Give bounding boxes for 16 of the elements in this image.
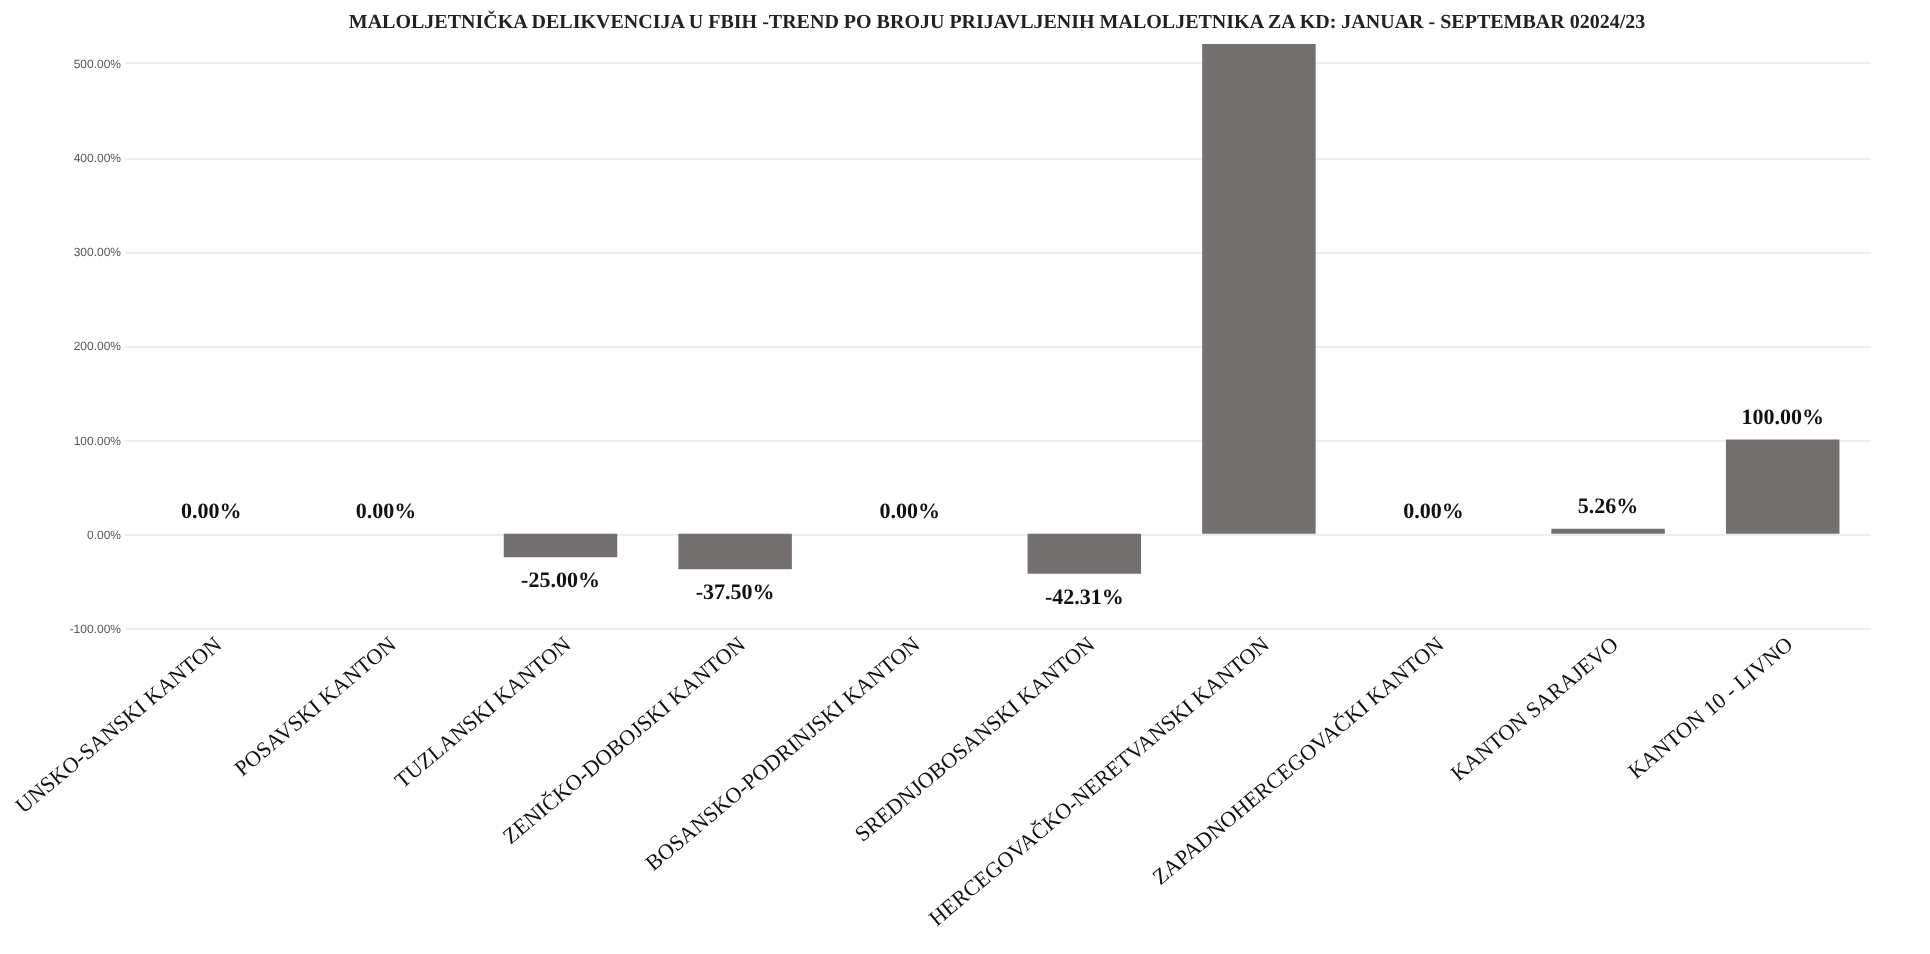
bar: [1027, 533, 1142, 574]
data-label: -37.50%: [695, 581, 775, 606]
data-label: 5.26%: [1577, 494, 1639, 519]
data-label: 0.00%: [181, 499, 242, 524]
data-label: -42.31%: [1044, 585, 1124, 610]
data-label: -25.00%: [521, 569, 600, 594]
bar: [678, 533, 792, 570]
data-label: 0.00%: [1403, 499, 1464, 524]
bar: [503, 533, 618, 558]
chart-title: MALOLJETNIČKA DELIKVENCIJA U FBIH -TREND PO BROJU PRIJAVLJENIH MALOLJETNIKA ZA KD: JANUAR - SEPTEMBAR 02024/23: [348, 10, 1646, 34]
bar: [1551, 528, 1665, 534]
data-label: 100.00%: [1741, 405, 1824, 430]
bar: [1202, 44, 1316, 534]
data-label: 0.00%: [355, 499, 417, 524]
bar: [1725, 439, 1840, 534]
data-label: 0.00%: [879, 499, 940, 524]
